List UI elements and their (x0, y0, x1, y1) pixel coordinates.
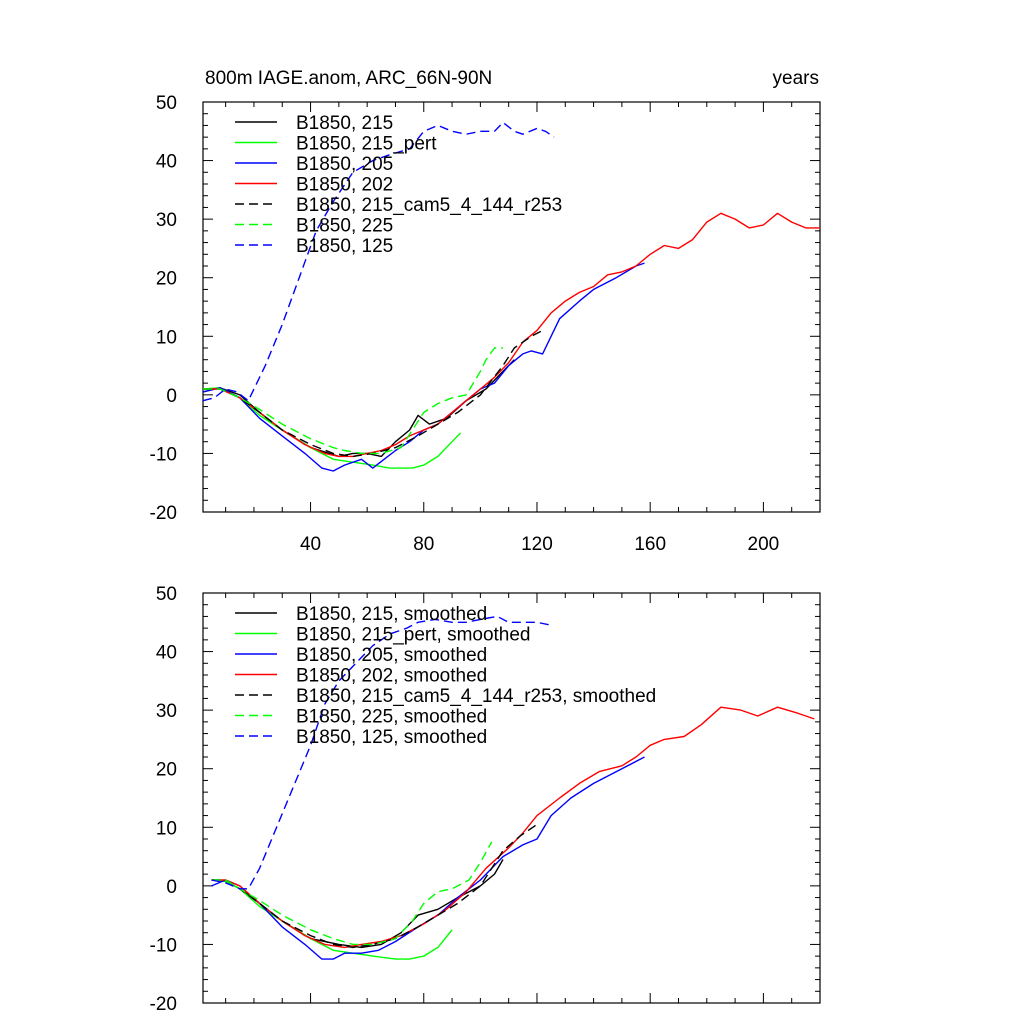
series-line (211, 756, 645, 960)
x-tick-label: 80 (413, 534, 434, 555)
y-tick-label: 10 (156, 327, 177, 348)
series-line (211, 823, 538, 949)
series-line (211, 841, 493, 946)
legend-label: B1850, 215_cam5_4_144_r253, smoothed (296, 686, 656, 707)
legend-label: B1850, 225, smoothed (296, 707, 487, 728)
legend-label: B1850, 215, smoothed (296, 604, 487, 625)
y-tick-label: -20 (150, 994, 177, 1015)
x-tick-label: 120 (521, 534, 553, 555)
y-tick-label: 50 (156, 93, 177, 114)
x-tick-label: 160 (634, 534, 666, 555)
y-tick-label: 30 (156, 701, 177, 722)
series-line (202, 387, 462, 469)
y-tick-label: 40 (156, 643, 177, 664)
series-line (203, 329, 543, 458)
series-line (211, 706, 815, 949)
plot-frame (202, 592, 821, 1004)
y-tick-label: 30 (156, 210, 177, 231)
x-tick-label: 200 (748, 534, 780, 555)
y-tick-label: 0 (166, 386, 177, 407)
series-line (203, 212, 820, 458)
series-line (202, 121, 555, 402)
legend-label: B1850, 215_pert (296, 134, 437, 155)
y-tick-label: -10 (150, 444, 177, 465)
legend-label: B1850, 125 (296, 236, 393, 257)
series-line (211, 615, 552, 890)
plot-frame (202, 101, 821, 513)
series-line (203, 347, 503, 455)
x-tick-label: 40 (300, 534, 321, 555)
legend-label: B1850, 215_pert, smoothed (296, 625, 531, 646)
legend-label: B1850, 205, smoothed (296, 645, 487, 666)
y-tick-label: -20 (150, 503, 177, 524)
y-tick-label: 40 (156, 152, 177, 173)
legend-label: B1850, 205 (296, 154, 393, 175)
series-line (202, 262, 645, 472)
legend-label: B1850, 225 (296, 216, 393, 237)
y-tick-label: 50 (156, 584, 177, 605)
y-tick-label: 20 (156, 269, 177, 290)
y-tick-label: 0 (166, 877, 177, 898)
y-tick-label: -10 (150, 935, 177, 956)
series-line (211, 859, 504, 949)
legend-label: B1850, 202 (296, 175, 393, 196)
legend-label: B1850, 215_cam5_4_144_r253 (296, 195, 562, 216)
chart-title: 800m IAGE.anom, ARC_66N-90N (205, 68, 492, 89)
legend-label: B1850, 125, smoothed (296, 727, 487, 748)
y-tick-label: 20 (156, 760, 177, 781)
legend-label: B1850, 215 (296, 113, 393, 134)
legend-label: B1850, 202, smoothed (296, 666, 487, 687)
y-tick-label: 10 (156, 818, 177, 839)
chart-units-label: years (773, 68, 819, 89)
chart-top: 800m IAGE.anom, ARC_66N-90N years -20 -10 0 1… (150, 68, 821, 555)
